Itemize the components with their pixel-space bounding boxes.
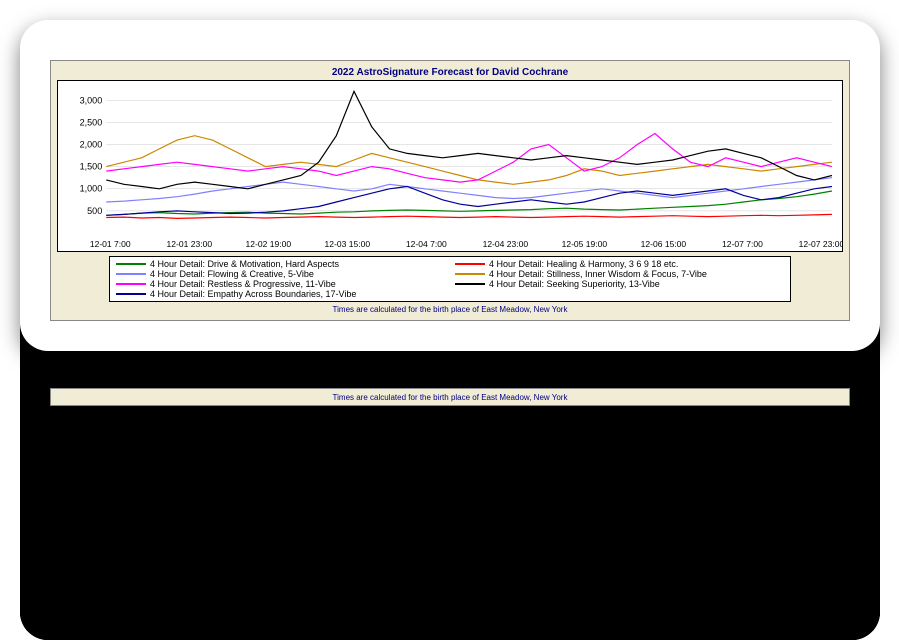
svg-text:12-02 19:00: 12-02 19:00 — [246, 239, 292, 249]
legend-swatch — [455, 283, 485, 285]
legend-label: 4 Hour Detail: Flowing & Creative, 5-Vib… — [150, 269, 314, 279]
legend-item: 4 Hour Detail: Healing & Harmony, 3 6 9 … — [455, 259, 784, 269]
chart-legend: 4 Hour Detail: Drive & Motivation, Hard … — [109, 256, 791, 302]
chart-svg: 500 1,000 1,500 2,000 2,500 3,000 12-01 7:00 12… — [58, 81, 842, 251]
svg-text:12-01 23:00: 12-01 23:00 — [166, 239, 212, 249]
legend-swatch — [116, 293, 146, 295]
svg-text:12-03 15:00: 12-03 15:00 — [325, 239, 371, 249]
legend-label: 4 Hour Detail: Seeking Superiority, 13-V… — [489, 279, 660, 289]
svg-text:500: 500 — [87, 206, 102, 216]
legend-label: 4 Hour Detail: Healing & Harmony, 3 6 9 … — [489, 259, 678, 269]
svg-text:12-07 7:00: 12-07 7:00 — [722, 239, 763, 249]
svg-text:3,000: 3,000 — [80, 95, 103, 105]
legend-swatch — [455, 263, 485, 265]
svg-text:12-07 23:00: 12-07 23:00 — [799, 239, 842, 249]
svg-text:12-06 15:00: 12-06 15:00 — [641, 239, 687, 249]
svg-text:12-01 7:00: 12-01 7:00 — [90, 239, 131, 249]
chart-plot-area: 500 1,000 1,500 2,000 2,500 3,000 12-01 7:00 12… — [57, 80, 843, 252]
chart-footnote: Times are calculated for the birth place… — [57, 305, 843, 314]
legend-swatch — [116, 263, 146, 265]
svg-text:12-04 7:00: 12-04 7:00 — [406, 239, 447, 249]
legend-item: 4 Hour Detail: Seeking Superiority, 13-V… — [455, 279, 784, 289]
legend-item: 4 Hour Detail: Flowing & Creative, 5-Vib… — [116, 269, 445, 279]
legend-label: 4 Hour Detail: Drive & Motivation, Hard … — [150, 259, 339, 269]
chart-title: 2022 AstroSignature Forecast for David C… — [57, 67, 843, 78]
svg-text:1,500: 1,500 — [80, 162, 103, 172]
legend-label: 4 Hour Detail: Stillness, Inner Wisdom &… — [489, 269, 707, 279]
legend-swatch — [116, 273, 146, 275]
svg-text:1,000: 1,000 — [80, 184, 103, 194]
svg-text:2,000: 2,000 — [80, 140, 103, 150]
legend-swatch — [116, 283, 146, 285]
legend-label: 4 Hour Detail: Empathy Across Boundaries… — [150, 289, 356, 299]
legend-item: 4 Hour Detail: Restless & Progressive, 1… — [116, 279, 445, 289]
legend-item: 4 Hour Detail: Empathy Across Boundaries… — [116, 289, 445, 299]
secondary-footnote-text: Times are calculated for the birth place… — [333, 393, 568, 402]
legend-item: 4 Hour Detail: Drive & Motivation, Hard … — [116, 259, 445, 269]
main-card: 2022 AstroSignature Forecast for David C… — [20, 20, 880, 351]
svg-text:12-05 19:00: 12-05 19:00 — [562, 239, 608, 249]
svg-text:12-04 23:00: 12-04 23:00 — [483, 239, 529, 249]
chart-panel: 2022 AstroSignature Forecast for David C… — [50, 60, 850, 321]
legend-swatch — [455, 273, 485, 275]
card-stack: Times are calculated for the birth place… — [20, 20, 880, 351]
legend-label: 4 Hour Detail: Restless & Progressive, 1… — [150, 279, 336, 289]
secondary-footnote-strip: Times are calculated for the birth place… — [50, 388, 850, 406]
legend-item: 4 Hour Detail: Stillness, Inner Wisdom &… — [455, 269, 784, 279]
svg-text:2,500: 2,500 — [80, 117, 103, 127]
